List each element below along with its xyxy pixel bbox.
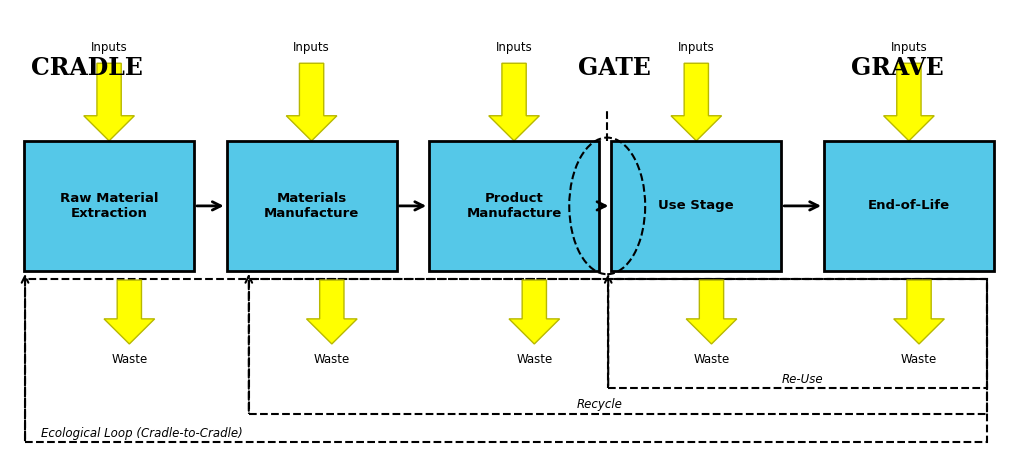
- FancyBboxPatch shape: [429, 141, 600, 271]
- Text: Recycle: Recycle: [577, 398, 623, 411]
- FancyBboxPatch shape: [824, 141, 994, 271]
- Text: Inputs: Inputs: [91, 41, 127, 54]
- FancyArrow shape: [671, 63, 722, 141]
- Text: Materials
Manufacture: Materials Manufacture: [264, 192, 359, 220]
- Text: Waste: Waste: [901, 353, 938, 366]
- FancyArrow shape: [104, 280, 155, 344]
- Text: Waste: Waste: [516, 353, 553, 366]
- Text: Use Stage: Use Stage: [659, 200, 734, 213]
- FancyBboxPatch shape: [24, 141, 194, 271]
- Text: End-of-Life: End-of-Life: [868, 200, 950, 213]
- FancyArrow shape: [509, 280, 560, 344]
- Text: Inputs: Inputs: [293, 41, 330, 54]
- Text: Re-Use: Re-Use: [782, 373, 824, 386]
- Text: Ecological Loop (Cradle-to-Cradle): Ecological Loop (Cradle-to-Cradle): [42, 427, 243, 440]
- FancyArrow shape: [686, 280, 737, 344]
- Text: Waste: Waste: [314, 353, 350, 366]
- FancyArrow shape: [489, 63, 540, 141]
- Text: Inputs: Inputs: [496, 41, 532, 54]
- FancyArrow shape: [884, 63, 935, 141]
- FancyBboxPatch shape: [227, 141, 397, 271]
- Text: Inputs: Inputs: [678, 41, 715, 54]
- Text: Product
Manufacture: Product Manufacture: [466, 192, 562, 220]
- FancyBboxPatch shape: [611, 141, 782, 271]
- Text: Raw Material
Extraction: Raw Material Extraction: [60, 192, 159, 220]
- Text: Waste: Waste: [111, 353, 148, 366]
- Text: GRAVE: GRAVE: [851, 56, 944, 80]
- Text: CRADLE: CRADLE: [32, 56, 143, 80]
- FancyArrow shape: [306, 280, 357, 344]
- FancyArrow shape: [894, 280, 945, 344]
- Text: Waste: Waste: [693, 353, 730, 366]
- FancyArrow shape: [286, 63, 337, 141]
- Text: Inputs: Inputs: [891, 41, 927, 54]
- FancyArrow shape: [83, 63, 134, 141]
- Text: GATE: GATE: [578, 56, 651, 80]
